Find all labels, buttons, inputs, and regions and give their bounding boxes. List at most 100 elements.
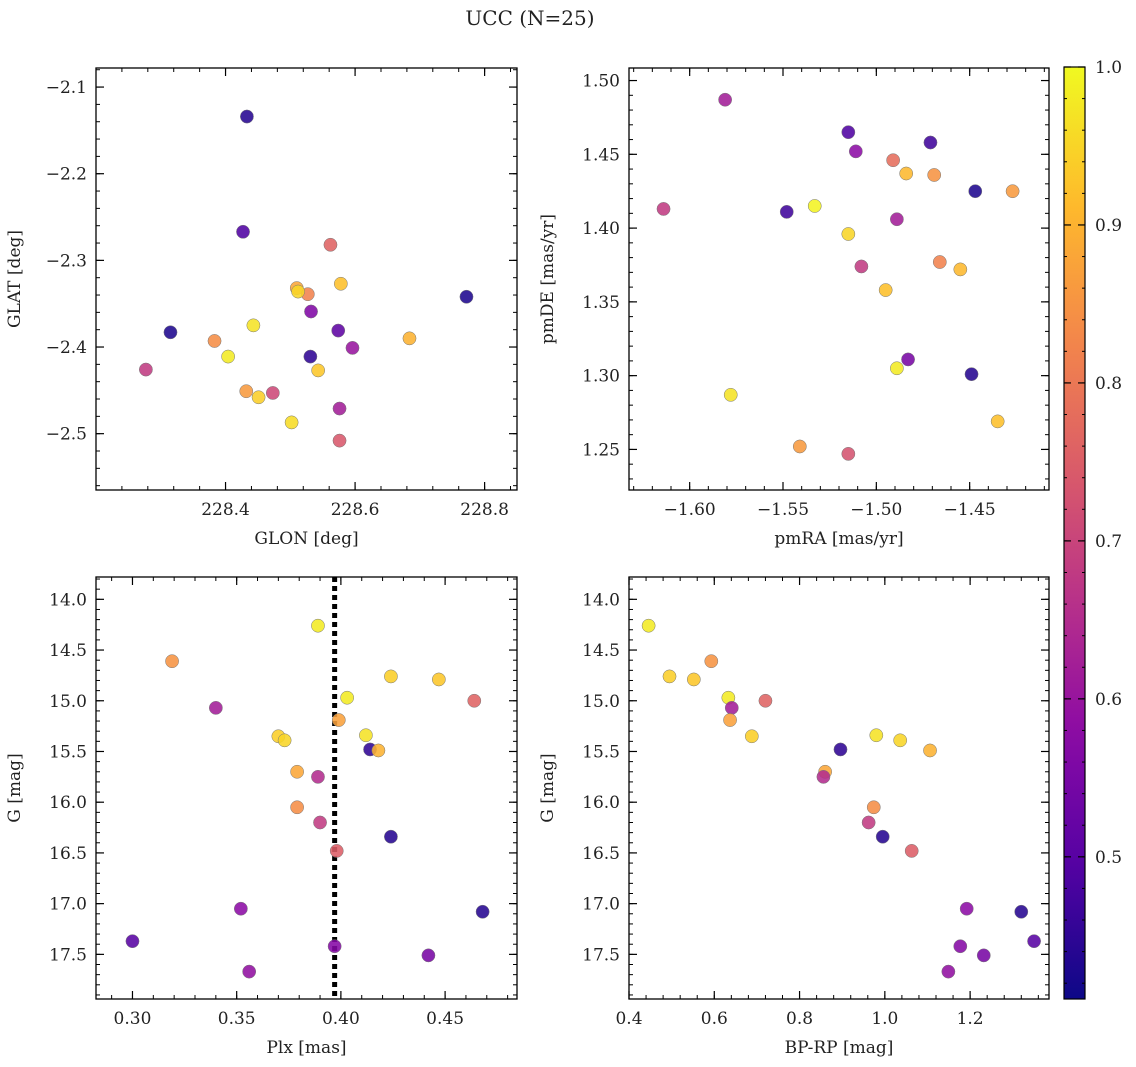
colorbar-tick-label: 1.0 xyxy=(1095,58,1122,78)
figure-title: UCC (N=25) xyxy=(465,6,595,30)
x-tick-label: 0.8 xyxy=(786,1009,813,1029)
x-tick-label: 228.6 xyxy=(331,500,380,520)
y-tick-label: 16.0 xyxy=(49,793,87,813)
data-point xyxy=(251,390,266,405)
data-point xyxy=(291,284,305,299)
x-axis-label: Plx [mas] xyxy=(266,1038,346,1058)
data-point xyxy=(744,729,759,744)
data-point xyxy=(359,728,373,743)
data-point xyxy=(923,743,937,758)
data-point xyxy=(833,742,848,757)
data-point xyxy=(290,764,304,779)
data-point xyxy=(854,259,869,274)
data-point xyxy=(304,304,318,319)
data-point xyxy=(265,386,280,400)
data-point xyxy=(923,135,938,150)
y-tick-label: 15.5 xyxy=(582,742,620,762)
data-point xyxy=(459,289,474,304)
data-point xyxy=(1014,904,1029,919)
y-tick-label: 1.50 xyxy=(582,72,620,92)
data-point xyxy=(953,262,968,277)
data-point xyxy=(941,964,956,979)
data-point xyxy=(890,212,904,227)
y-tick-label: 17.0 xyxy=(582,895,620,915)
data-point xyxy=(421,948,436,963)
data-point xyxy=(866,800,881,815)
data-point xyxy=(313,815,327,830)
data-point xyxy=(964,367,979,382)
data-point xyxy=(724,701,739,715)
x-axis-label: pmRA [mas/yr] xyxy=(774,529,903,549)
data-point xyxy=(758,693,773,708)
x-tick-label: −1.50 xyxy=(850,500,902,520)
data-point xyxy=(890,361,904,376)
data-point xyxy=(333,276,348,291)
data-point xyxy=(704,654,719,669)
y-tick-label: −2.1 xyxy=(46,78,87,98)
data-point xyxy=(848,144,863,159)
data-point xyxy=(927,168,942,182)
panel-glon-glat: 228.4 228.6 228.8 −2.1 −2.2 −2.3 −2.4 −2.5 GLON … xyxy=(5,67,518,549)
data-point xyxy=(878,283,893,297)
y-tick-label: 1.30 xyxy=(582,367,620,387)
y-tick-label: 1.25 xyxy=(582,440,620,460)
data-point xyxy=(402,331,417,346)
data-point xyxy=(331,323,346,338)
x-tick-label: 1.2 xyxy=(957,1009,984,1029)
data-point xyxy=(886,153,900,168)
data-point xyxy=(284,415,299,430)
data-point xyxy=(792,439,807,454)
y-tick-label: 17.5 xyxy=(49,945,87,965)
y-tick-label: 17.0 xyxy=(49,895,87,915)
data-point xyxy=(345,341,360,355)
data-point xyxy=(869,728,884,743)
axes-frame xyxy=(95,576,518,1000)
data-point xyxy=(431,672,446,687)
x-tick-label: 228.4 xyxy=(201,500,250,520)
data-point xyxy=(303,349,318,364)
data-point xyxy=(331,713,346,727)
data-point xyxy=(384,669,398,684)
colorbar-tick-label: 0.7 xyxy=(1095,532,1122,552)
data-point xyxy=(327,939,342,954)
y-tick-label: 16.0 xyxy=(582,793,620,813)
x-tick-label: 0.40 xyxy=(322,1009,360,1029)
data-point xyxy=(990,414,1005,429)
y-tick-label: 14.0 xyxy=(49,590,87,610)
axes-frame xyxy=(628,576,1050,1000)
x-axis-label: GLON [deg] xyxy=(254,529,358,549)
data-point xyxy=(723,387,738,402)
y-tick-label: 15.0 xyxy=(49,692,87,712)
data-point xyxy=(641,618,656,633)
data-point xyxy=(662,669,677,684)
data-point xyxy=(841,227,856,241)
y-axis-label: pmDE [mas/yr] xyxy=(538,214,558,344)
data-point xyxy=(953,939,968,954)
data-point xyxy=(311,618,325,633)
axes-frame xyxy=(95,67,518,491)
panel-bprp-g: 0.4 0.6 0.8 1.0 1.2 14.0 14.5 15.0 15.5 16.0 16.5 1… xyxy=(538,576,1050,1058)
data-point xyxy=(311,769,325,784)
colorbar-tick-label: 0.8 xyxy=(1095,374,1122,394)
y-tick-label: 1.35 xyxy=(582,293,620,313)
data-point xyxy=(723,713,737,727)
colorbar-gradient xyxy=(1063,66,1086,1000)
data-point xyxy=(340,690,354,705)
x-tick-label: 0.30 xyxy=(114,1009,152,1029)
data-point xyxy=(233,901,248,916)
data-point xyxy=(208,701,223,715)
data-point xyxy=(125,934,140,949)
data-point xyxy=(861,815,876,830)
y-tick-label: 15.5 xyxy=(49,742,87,762)
y-tick-label: 16.5 xyxy=(582,844,620,864)
y-axis-label: G [mag] xyxy=(5,753,25,822)
y-tick-label: 16.5 xyxy=(49,844,87,864)
x-axis-label: BP-RP [mag] xyxy=(785,1038,894,1058)
y-axis-label: G [mag] xyxy=(538,753,558,822)
x-tick-label: −1.55 xyxy=(757,500,809,520)
data-point xyxy=(686,672,701,687)
x-tick-label: −1.60 xyxy=(664,500,716,520)
x-tick-label: 0.35 xyxy=(218,1009,256,1029)
data-point xyxy=(165,654,179,669)
